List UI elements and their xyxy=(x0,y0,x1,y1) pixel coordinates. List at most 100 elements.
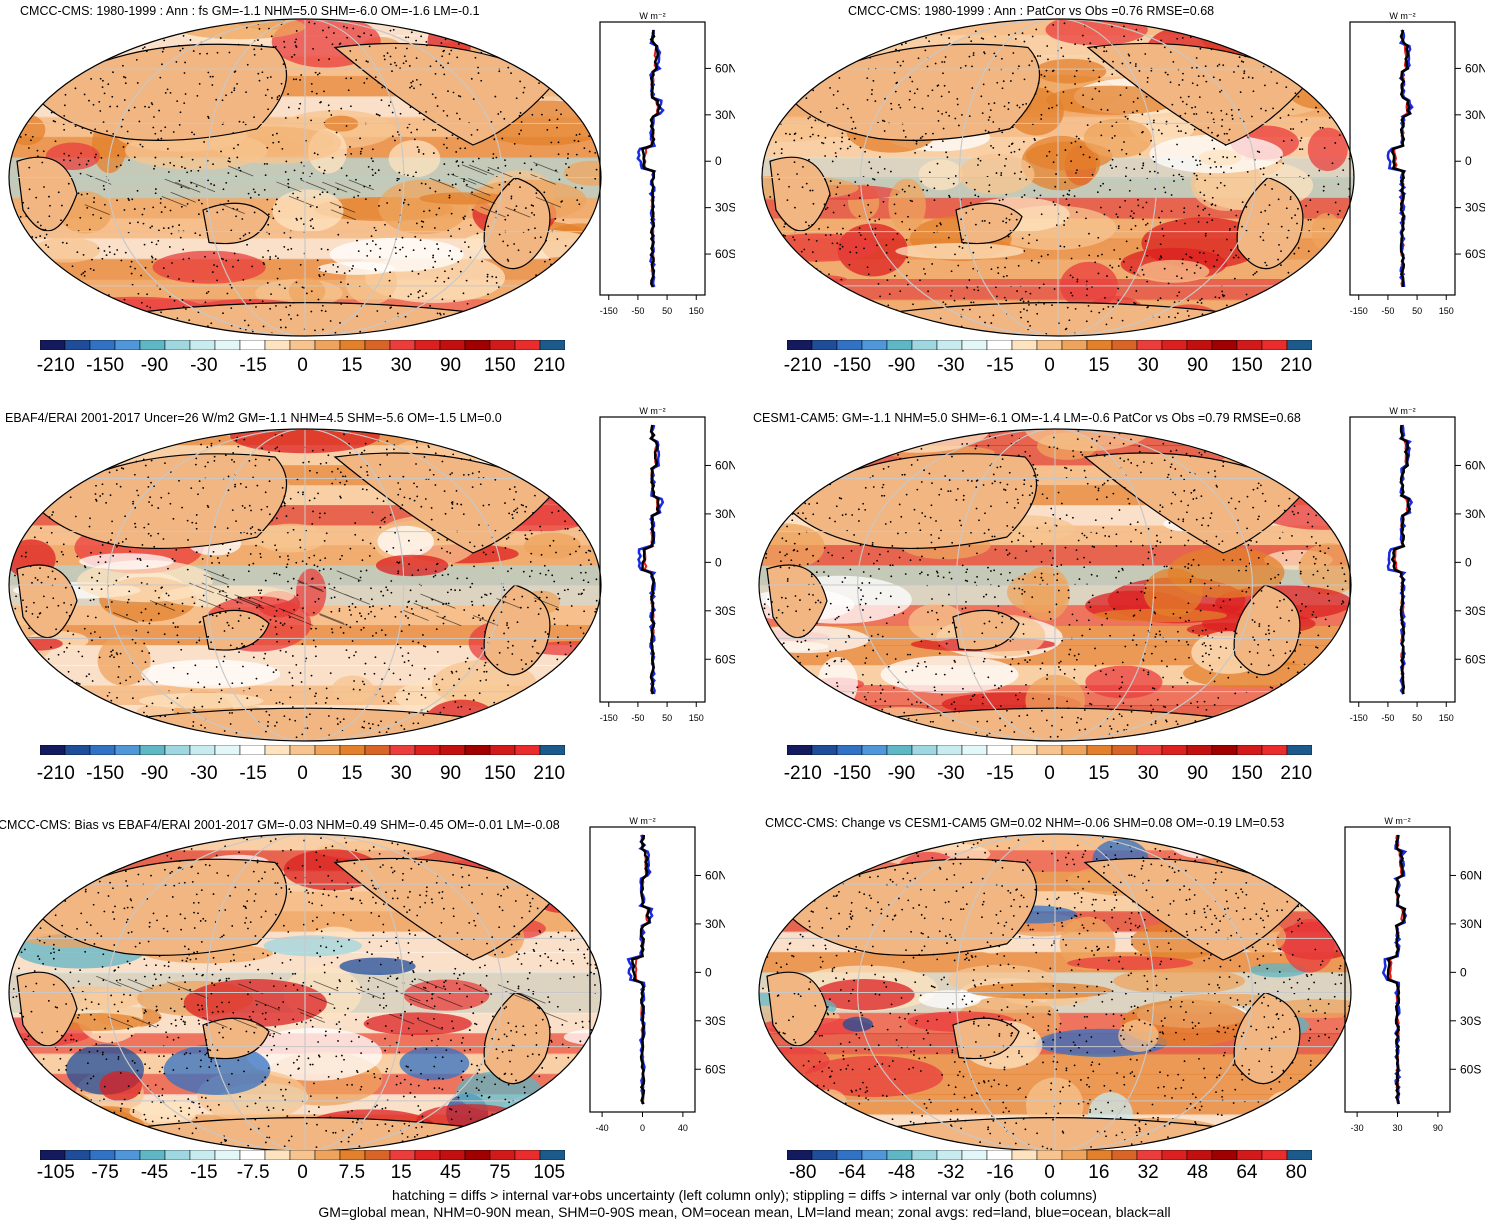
lat-tick-label: 0 xyxy=(715,555,722,569)
colorbar-tick-label: -30 xyxy=(190,355,218,376)
lat-tick-label: 60S xyxy=(1465,652,1485,666)
colorbar-tick-label: -150 xyxy=(86,763,125,784)
colorbar-tick-label: 30 xyxy=(1137,355,1159,376)
lat-tick-label: 30N xyxy=(1465,108,1485,122)
lat-tick-label: 60N xyxy=(715,458,735,472)
lat-tick-label: 60N xyxy=(1465,458,1485,472)
panel-title: CESM1-CAM5: GM=-1.1 NHM=5.0 SHM=-6.1 OM=… xyxy=(753,411,1301,425)
colorbar-tick-label: 80 xyxy=(1285,1162,1307,1183)
colorbar-tick-label: -16 xyxy=(986,1162,1014,1183)
zonal-x-tick-label: -150 xyxy=(1350,306,1368,316)
colorbar-tick-label: 210 xyxy=(1280,763,1313,784)
colorbar-tick-label: 15 xyxy=(1088,355,1110,376)
colorbar-tick-label: -150 xyxy=(833,763,872,784)
colorbar-tick-label: -45 xyxy=(140,1162,169,1183)
world-map xyxy=(8,833,602,1152)
colorbar-tick-label: -210 xyxy=(36,763,75,784)
zonal-units-label: W m⁻² xyxy=(1389,11,1415,21)
colorbar-tick-label: -64 xyxy=(838,1162,866,1183)
lat-tick-label: 0 xyxy=(1460,965,1467,979)
lat-tick-label: 60S xyxy=(715,247,735,261)
lat-tick-label: 30S xyxy=(1460,1014,1481,1028)
colorbar-tick-label: -15 xyxy=(239,355,267,376)
colorbar-tick-label: 15 xyxy=(341,355,363,376)
colorbar-tick-label: -30 xyxy=(937,763,965,784)
zonal-x-tick-label: 30 xyxy=(1392,1123,1402,1133)
colorbar xyxy=(40,340,565,350)
zonal-x-tick-label: 150 xyxy=(1439,713,1454,723)
zonal-x-tick-label: -50 xyxy=(631,713,644,723)
colorbar-tick-label: 15 xyxy=(1088,763,1110,784)
lat-tick-label: 0 xyxy=(705,965,712,979)
zonal-mean-plot: W m⁻² 60N 30N 0 30S 60S -150 -50 50 150 xyxy=(1349,406,1485,723)
colorbar-tick-label: 90 xyxy=(439,763,462,784)
lat-tick-label: 60N xyxy=(1465,61,1485,75)
colorbar xyxy=(787,745,1312,755)
lat-tick-label: 60N xyxy=(705,868,725,882)
zonal-units-label: W m⁻² xyxy=(629,816,655,826)
colorbar-tick-label: -210 xyxy=(783,763,822,784)
lat-tick-label: 60S xyxy=(705,1062,725,1076)
colorbar-tick-label: -32 xyxy=(937,1162,965,1183)
colorbar xyxy=(787,340,1312,350)
lat-tick-label: 30S xyxy=(1465,201,1485,215)
lat-tick-label: 30N xyxy=(715,108,735,122)
colorbar-tick-label: -210 xyxy=(36,355,75,376)
lat-tick-label: 30N xyxy=(705,917,725,931)
zonal-x-tick-label: -150 xyxy=(600,306,618,316)
colorbar-tick-label: -150 xyxy=(86,355,125,376)
zonal-mean-plot: W m⁻² 60N 30N 0 30S 60S -30 30 90 xyxy=(1344,816,1482,1133)
colorbar-tick-label: 30 xyxy=(390,763,412,784)
colorbar-tick-label: -7.5 xyxy=(236,1162,270,1183)
colorbar-tick-label: 0 xyxy=(1044,355,1055,376)
colorbar-tick-label: 150 xyxy=(484,355,516,376)
colorbar-tick-label: 105 xyxy=(533,1162,566,1183)
lat-tick-label: 30S xyxy=(705,1014,725,1028)
zonal-mean-plot: W m⁻² 60N 30N 0 30S 60S -150 -50 50 150 xyxy=(599,11,735,316)
lat-tick-label: 60N xyxy=(715,61,735,75)
zonal-x-tick-label: 40 xyxy=(678,1123,688,1133)
lat-tick-label: 30S xyxy=(715,201,735,215)
colorbar-tick-label: 48 xyxy=(1186,1162,1209,1183)
zonal-mean-plot: W m⁻² 60N 30N 0 30S 60S -40 0 40 xyxy=(589,816,725,1133)
lat-tick-label: 30N xyxy=(1460,917,1482,931)
lat-tick-label: 0 xyxy=(715,154,722,168)
zonal-units-label: W m⁻² xyxy=(639,406,665,416)
lat-tick-label: 60N xyxy=(1460,868,1482,882)
zonal-mean-plot: W m⁻² 60N 30N 0 30S 60S -150 -50 50 150 xyxy=(1349,11,1485,316)
colorbar-tick-label: -90 xyxy=(887,763,916,784)
zonal-x-tick-label: 150 xyxy=(689,713,704,723)
colorbar-tick-label: -210 xyxy=(783,355,822,376)
zonal-x-tick-label: 50 xyxy=(662,306,672,316)
lat-tick-label: 0 xyxy=(1465,154,1472,168)
zonal-x-tick-label: 90 xyxy=(1433,1123,1443,1133)
world-map xyxy=(761,18,1355,337)
colorbar-tick-label: -105 xyxy=(36,1162,75,1183)
colorbar-tick-label: 210 xyxy=(533,763,566,784)
zonal-x-tick-label: -50 xyxy=(1381,713,1394,723)
lat-tick-label: 60S xyxy=(1465,247,1485,261)
zonal-units-label: W m⁻² xyxy=(1384,816,1410,826)
colorbar-tick-label: 210 xyxy=(1280,355,1313,376)
world-map xyxy=(8,18,602,337)
colorbar-tick-label: -30 xyxy=(937,355,965,376)
footer-line-1: hatching = diffs > internal var+obs unce… xyxy=(392,1187,1097,1203)
footer-line-2: GM=global mean, NHM=0-90N mean, SHM=0-90… xyxy=(318,1204,1171,1220)
colorbar-tick-label: 90 xyxy=(1186,763,1209,784)
colorbar-tick-label: 0 xyxy=(297,763,308,784)
colorbar-tick-label: 0 xyxy=(1044,1162,1055,1183)
zonal-x-tick-label: 50 xyxy=(662,713,672,723)
colorbar-tick-label: -90 xyxy=(140,763,169,784)
zonal-x-tick-label: -30 xyxy=(1351,1123,1364,1133)
colorbar-tick-label: 30 xyxy=(390,355,412,376)
world-map xyxy=(758,833,1352,1152)
world-map xyxy=(8,428,602,742)
colorbar-tick-label: -48 xyxy=(887,1162,916,1183)
colorbar xyxy=(40,745,565,755)
colorbar-tick-label: -75 xyxy=(91,1162,119,1183)
colorbar-tick-label: 0 xyxy=(297,1162,308,1183)
colorbar-tick-label: -15 xyxy=(239,763,267,784)
colorbar-tick-label: 16 xyxy=(1088,1162,1110,1183)
lat-tick-label: 30N xyxy=(1465,507,1485,521)
zonal-x-tick-label: -40 xyxy=(596,1123,609,1133)
